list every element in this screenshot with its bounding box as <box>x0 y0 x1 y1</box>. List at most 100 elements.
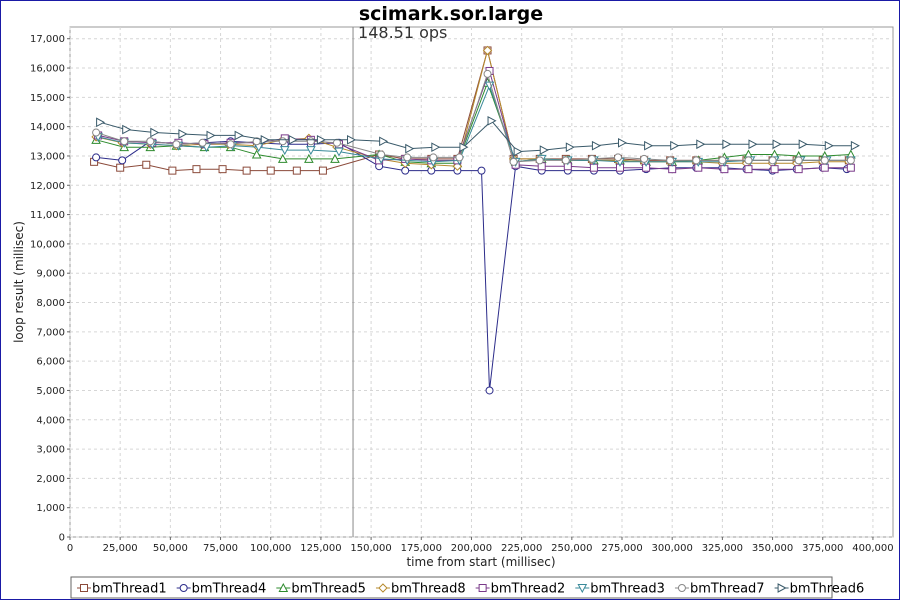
data-point-bmThread6 <box>772 139 782 150</box>
data-point-bmThread4 <box>401 166 410 175</box>
data-point-bmThread6 <box>539 145 549 155</box>
legend-label: bmThread2 <box>491 582 566 597</box>
x-tick-label: 375,000 <box>802 543 843 554</box>
data-point-bmThread2 <box>744 165 753 174</box>
x-tick-label: 75,000 <box>203 543 238 554</box>
data-point-bmThread6 <box>379 136 389 147</box>
x-tick-label: 125,000 <box>300 543 341 554</box>
y-tick-label: 6,000 <box>36 357 65 368</box>
data-point-bmThread6 <box>670 140 680 151</box>
data-point-bmThread6 <box>234 130 244 141</box>
y-tick-label: 4,000 <box>36 415 65 426</box>
y-tick-label: 13,000 <box>30 151 65 162</box>
legend-item-bmThread8: bmThread8 <box>375 582 466 597</box>
legend-item-bmThread1: bmThread1 <box>77 582 167 597</box>
legend-box <box>70 576 833 599</box>
data-point-bmThread2 <box>794 165 803 174</box>
legend-label: bmThread7 <box>690 582 765 597</box>
data-point-bmThread2 <box>770 165 779 174</box>
x-tick-label: 50,000 <box>153 543 188 554</box>
data-point-bmThread4 <box>477 166 486 175</box>
x-tick-label: 350,000 <box>752 543 793 554</box>
data-point-bmThread6 <box>850 140 860 151</box>
legend-item-bmThread7: bmThread7 <box>674 582 765 597</box>
data-point-bmThread6 <box>459 142 469 153</box>
x-tick-label: 200,000 <box>451 543 492 554</box>
x-axis-title: time from start (millisec) <box>406 555 555 569</box>
chart-title: scimark.sor.large <box>359 3 543 25</box>
data-point-bmThread6 <box>178 129 188 139</box>
data-point-bmThread6 <box>591 140 601 151</box>
y-tick-label: 1,000 <box>36 503 65 514</box>
data-point-bmThread6 <box>722 139 732 150</box>
legend-label: bmThread6 <box>790 582 865 597</box>
time-marker: 148.51 ops <box>352 23 447 537</box>
data-point-bmThread1 <box>142 160 151 169</box>
y-tick-label: 9,000 <box>36 269 65 280</box>
series-bmThread6 <box>96 115 860 157</box>
data-point-bmThread7 <box>455 153 464 162</box>
data-point-bmThread5 <box>330 153 340 163</box>
data-point-bmThread1 <box>318 166 327 175</box>
y-axis-title: loop result (millisec) <box>12 221 26 343</box>
data-point-bmThread1 <box>292 166 301 175</box>
x-tick-label: 325,000 <box>702 543 743 554</box>
y-tick-label: 3,000 <box>36 445 65 456</box>
data-point-bmThread6 <box>405 143 415 154</box>
data-point-bmThread7 <box>198 138 207 147</box>
data-point-bmThread7 <box>846 156 855 165</box>
data-point-bmThread6 <box>316 135 326 145</box>
x-tick-label: 25,000 <box>103 543 138 554</box>
data-point-bmThread6 <box>824 140 834 151</box>
x-tick-label: 0 <box>67 543 73 554</box>
legend-swatch-marker <box>677 584 686 592</box>
data-point-bmThread3 <box>334 147 344 157</box>
data-point-bmThread7 <box>306 137 315 146</box>
data-point-bmThread1 <box>192 165 201 174</box>
data-point-bmThread4 <box>92 153 101 162</box>
data-point-bmThread7 <box>744 156 753 165</box>
series-layer <box>90 45 860 395</box>
data-point-bmThread6 <box>431 142 441 153</box>
data-point-bmThread7 <box>332 138 341 147</box>
data-point-bmThread7 <box>692 156 701 165</box>
data-point-bmThread7 <box>252 137 261 146</box>
y-tick-label: 7,000 <box>36 327 65 338</box>
data-point-bmThread7 <box>613 153 622 162</box>
data-point-bmThread7 <box>483 69 492 78</box>
data-point-bmThread6 <box>513 146 523 157</box>
data-point-bmThread6 <box>96 117 106 128</box>
data-point-bmThread6 <box>696 139 706 150</box>
y-tick-label: 8,000 <box>36 298 65 309</box>
data-point-bmThread7 <box>403 153 412 162</box>
y-tick-label: 16,000 <box>30 64 65 75</box>
data-point-bmThread1 <box>266 166 275 175</box>
data-point-bmThread7 <box>768 156 777 165</box>
x-tick-label: 100,000 <box>250 543 291 554</box>
data-point-bmThread7 <box>587 154 596 163</box>
data-point-bmThread7 <box>120 137 129 146</box>
data-point-bmThread4 <box>485 386 494 395</box>
y-tick-label: 0 <box>59 533 65 544</box>
legend-swatch-marker <box>179 584 188 592</box>
legend-swatch-marker <box>378 583 388 593</box>
legend-swatch-marker <box>577 584 588 594</box>
legend-swatch-marker <box>478 584 487 592</box>
data-point-bmThread7 <box>278 137 287 146</box>
y-tick-label: 11,000 <box>30 210 65 221</box>
data-point-bmThread7 <box>794 156 803 165</box>
y-tick-label: 15,000 <box>30 93 65 104</box>
data-point-bmThread6 <box>565 142 575 153</box>
legend-swatch-marker <box>278 582 289 592</box>
data-point-bmThread2 <box>820 163 829 172</box>
data-point-bmThread6 <box>798 139 808 150</box>
data-point-bmThread1 <box>218 165 227 174</box>
data-point-bmThread6 <box>260 135 270 145</box>
data-point-bmThread6 <box>288 135 298 145</box>
data-point-bmThread5 <box>277 153 288 163</box>
legend-item-bmThread4: bmThread4 <box>176 582 266 597</box>
data-point-bmThread1 <box>116 163 125 172</box>
data-point-bmThread6 <box>748 139 758 150</box>
data-point-bmThread3 <box>279 146 290 156</box>
